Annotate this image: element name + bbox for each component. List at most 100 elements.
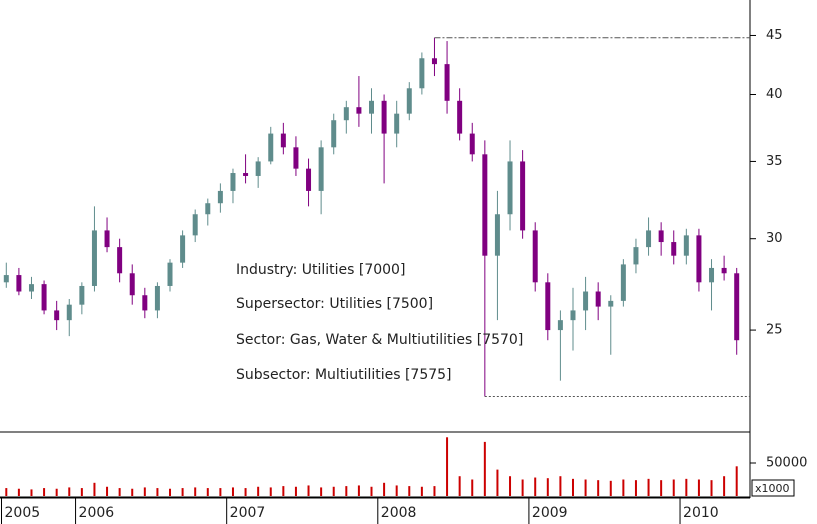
volume-bar — [5, 488, 8, 496]
volume-bar — [219, 488, 222, 496]
volume-bar — [521, 479, 524, 496]
candle-body — [595, 291, 601, 307]
volume-bar — [509, 476, 512, 496]
candle-body — [66, 304, 72, 321]
volume-unit: x1000 — [755, 482, 790, 495]
x-tick-label: 2005 — [5, 505, 41, 521]
candle-body — [494, 214, 500, 256]
candle-body — [306, 168, 312, 191]
volume-bar — [584, 479, 587, 496]
volume-bar — [672, 479, 675, 496]
volume-bar — [80, 488, 83, 496]
annotation: Subsector: Multiutilities [7575] — [236, 367, 452, 383]
candle-body — [469, 133, 475, 155]
candle-body — [482, 154, 488, 256]
candle-body — [230, 173, 236, 191]
candle-body — [28, 284, 34, 292]
volume-bar — [55, 488, 58, 496]
candle-body — [79, 285, 85, 305]
candle-body — [557, 320, 563, 331]
volume-bar — [685, 478, 688, 496]
candle-body — [280, 133, 286, 148]
volume-bar — [320, 487, 323, 496]
candle-body — [180, 235, 186, 263]
volume-bar — [93, 482, 96, 496]
candle-body — [129, 273, 135, 296]
volume-bar — [307, 485, 310, 496]
candle-body — [356, 107, 362, 114]
volume-bar — [534, 477, 537, 496]
candle-body — [255, 161, 261, 176]
volume-bar — [244, 488, 247, 496]
volume-bar — [68, 487, 71, 496]
x-tick-label: 2009 — [532, 505, 568, 521]
volume-bar — [735, 466, 738, 496]
candle-body — [154, 285, 160, 311]
volume-bar — [370, 486, 373, 496]
volume-bar — [433, 486, 436, 496]
x-tick-label: 2010 — [683, 505, 719, 521]
volume-bar — [118, 488, 121, 496]
candle-body — [16, 275, 22, 292]
candle-body — [318, 147, 324, 191]
volume-bar — [559, 476, 562, 496]
candle-body — [217, 190, 223, 204]
candle-body — [394, 113, 400, 134]
volume-bar — [17, 488, 20, 496]
candle-body — [331, 120, 337, 148]
candle-body — [104, 230, 110, 248]
candle-body — [205, 203, 211, 215]
volume-bar — [43, 488, 46, 496]
candle-body — [620, 264, 626, 301]
candle-body — [243, 173, 249, 176]
volume-bar — [194, 487, 197, 496]
volume-bar — [546, 478, 549, 496]
volume-bar — [723, 476, 726, 496]
candle-body — [696, 235, 702, 283]
candle-body — [419, 58, 425, 89]
volume-bar — [143, 487, 146, 496]
volume-bar — [30, 489, 33, 496]
unit-box — [751, 479, 795, 497]
candle-body — [192, 214, 198, 236]
x-tick-label: 2007 — [230, 505, 266, 521]
volume-bar — [634, 480, 637, 496]
volume-bar — [571, 478, 574, 496]
candle-body — [646, 230, 652, 248]
candle-body — [431, 58, 437, 65]
candle-body — [54, 310, 60, 321]
candle-body — [734, 273, 740, 341]
candle-body — [683, 235, 689, 256]
volume-bar — [294, 486, 297, 496]
candle-body — [532, 230, 538, 283]
volume-bar — [269, 487, 272, 496]
volume-bar — [257, 486, 260, 496]
annotation: Supersector: Utilities [7500] — [236, 296, 433, 312]
volume-bar — [697, 479, 700, 496]
volume-bar — [332, 486, 335, 496]
volume-bar — [496, 469, 499, 496]
volume-bar — [357, 485, 360, 496]
candle-body — [91, 230, 97, 286]
volume-bar — [345, 486, 348, 496]
candle-body — [583, 291, 589, 311]
candle-body — [545, 282, 551, 331]
candle-body — [117, 247, 123, 274]
y-tick-label: 35 — [766, 154, 783, 169]
volume-bar — [408, 486, 411, 496]
annotation: Sector: Gas, Water & Multiutilities [757… — [236, 332, 523, 348]
volume-bar — [471, 479, 474, 496]
y-tick-label: 30 — [766, 231, 783, 246]
candle-body — [343, 107, 349, 121]
candle-body — [608, 300, 614, 307]
volume-bar — [131, 488, 134, 496]
volume-bar — [231, 487, 234, 496]
candle-body — [507, 161, 513, 215]
candle-body — [142, 295, 148, 311]
x-tick-label: 2006 — [79, 505, 115, 521]
volume-bar — [282, 486, 285, 496]
candle-body — [444, 64, 450, 101]
volume-bar — [609, 480, 612, 496]
volume-bar — [660, 480, 663, 496]
